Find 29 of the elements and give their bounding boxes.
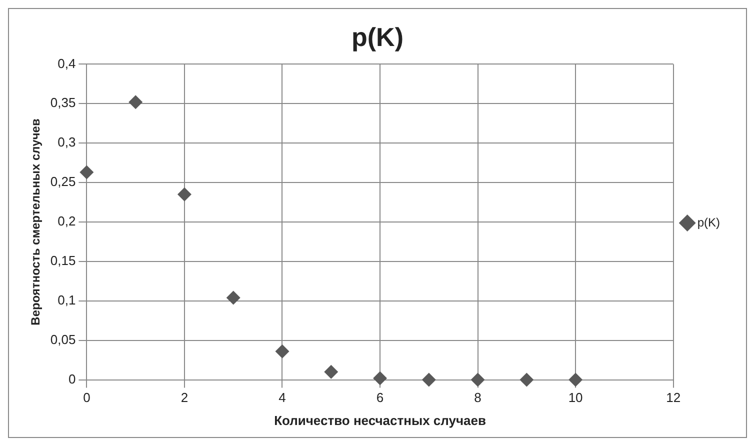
point [324,364,338,379]
y-tick-label: 0,2 [58,214,76,229]
y-tick-label: 0,1 [58,292,76,308]
point [422,372,436,387]
y-axis-title: Вероятность смертельных случев [28,118,43,326]
point [275,344,290,358]
x-axis-title: Количество несчастных случаев [274,412,486,428]
point [177,187,192,202]
y-tick-label: 0,35 [50,95,76,110]
x-tick-label: 0 [83,390,90,406]
point [80,165,94,180]
x-tick-label: 2 [180,390,188,406]
chart-title: p(K) [352,22,404,52]
point [226,290,240,305]
y-tick-label: 0,05 [50,332,76,347]
x-tick-label: 10 [568,390,583,406]
y-tick-label: 0,3 [58,134,76,150]
point [373,371,388,386]
x-tick-label: 4 [278,390,286,406]
y-tick-label: 0 [68,371,76,386]
y-tick-label: 0,25 [50,174,76,190]
point [128,95,143,110]
point [520,372,534,387]
x-tick-label: 8 [474,390,482,406]
x-tick-label: 6 [376,390,384,406]
y-tick-label: 0,4 [58,56,76,71]
y-tick-label: 0,15 [50,253,76,268]
x-tick-label: 12 [666,390,681,406]
legend-label: p(K) [697,215,720,230]
